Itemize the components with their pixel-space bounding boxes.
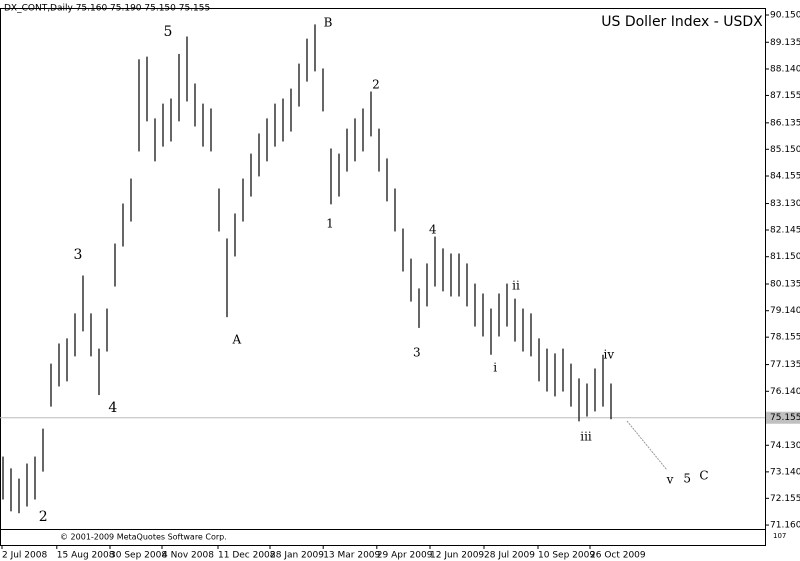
wave-label: 4 [108,400,117,416]
x-tick-label: 13 Mar 2009 [323,551,380,561]
wave-label: i [493,360,497,374]
x-tick-label: 15 Aug 2008 [57,551,115,561]
wave-label: A [231,332,241,346]
x-tick-label: 2 Jul 2008 [2,551,47,561]
x-tick-label: 29 Apr 2009 [377,551,433,561]
wave-label: B [324,16,333,30]
y-tick-label: 78.155 [770,333,800,343]
copyright: © 2001-2009 MetaQuotes Software Corp. [60,533,227,542]
y-tick-label: 81.150 [770,252,800,262]
plot-frame [0,8,766,546]
wave-label: iv [603,348,614,362]
x-tick-label: 28 Jul 2009 [484,551,535,561]
wave-label: 5 [164,24,173,40]
x-tick-label: 30 Sep 2008 [110,551,167,561]
x-tick-label: 11 Dec 2008 [218,551,276,561]
wave-label: 3 [74,247,83,263]
y-tick-label: 79.140 [770,306,800,316]
y-tick-label: 76.140 [770,387,800,397]
x-tick-label: 12 Jun 2009 [430,551,484,561]
y-tick-label: 74.130 [770,441,800,451]
y-tick-label: 87.155 [770,91,800,101]
x-tick-label: 10 Sep 2009 [538,551,595,561]
x-tick-label: 4 Nov 2008 [162,551,214,561]
volume-label: 107 [773,532,786,540]
y-tick-label: 73.140 [770,467,800,477]
y-tick-label: 86.135 [770,118,800,128]
wave-label: 2 [39,509,48,525]
current-price-label: 75.155 [770,413,800,423]
y-tick-label: 83.130 [770,199,800,209]
current-price-box [766,411,800,424]
chart-title: US Doller Index - USDX [601,14,763,30]
x-tick-label: 26 Oct 2009 [590,551,646,561]
y-tick-label: 82.145 [770,226,800,236]
y-tick-label: 71.160 [770,521,800,531]
y-tick-label: 80.135 [770,279,800,289]
wave-label: 1 [326,216,334,230]
wave-label: 2 [372,78,380,92]
wave-label: iii [580,429,592,443]
wave-label: ii [512,279,520,293]
y-tick-label: 90.150 [770,10,800,20]
wave-label: 4 [429,222,437,236]
chart-header: DX_CONT,Daily 75.160 75.190 75.150 75.15… [4,4,210,14]
y-tick-label: 88.140 [770,64,800,74]
wave-label: 5 [683,471,691,485]
wave-label: 3 [413,345,421,359]
wave-label: v [666,472,674,486]
y-tick-label: 84.155 [770,172,800,182]
y-tick-label: 89.135 [770,38,800,48]
wave-label: C [699,468,708,482]
y-tick-label: 85.150 [770,145,800,155]
projection-line [626,420,668,471]
x-tick-label: 28 Jan 2009 [270,551,324,561]
y-tick-label: 72.155 [770,494,800,504]
y-tick-label: 77.135 [770,360,800,370]
